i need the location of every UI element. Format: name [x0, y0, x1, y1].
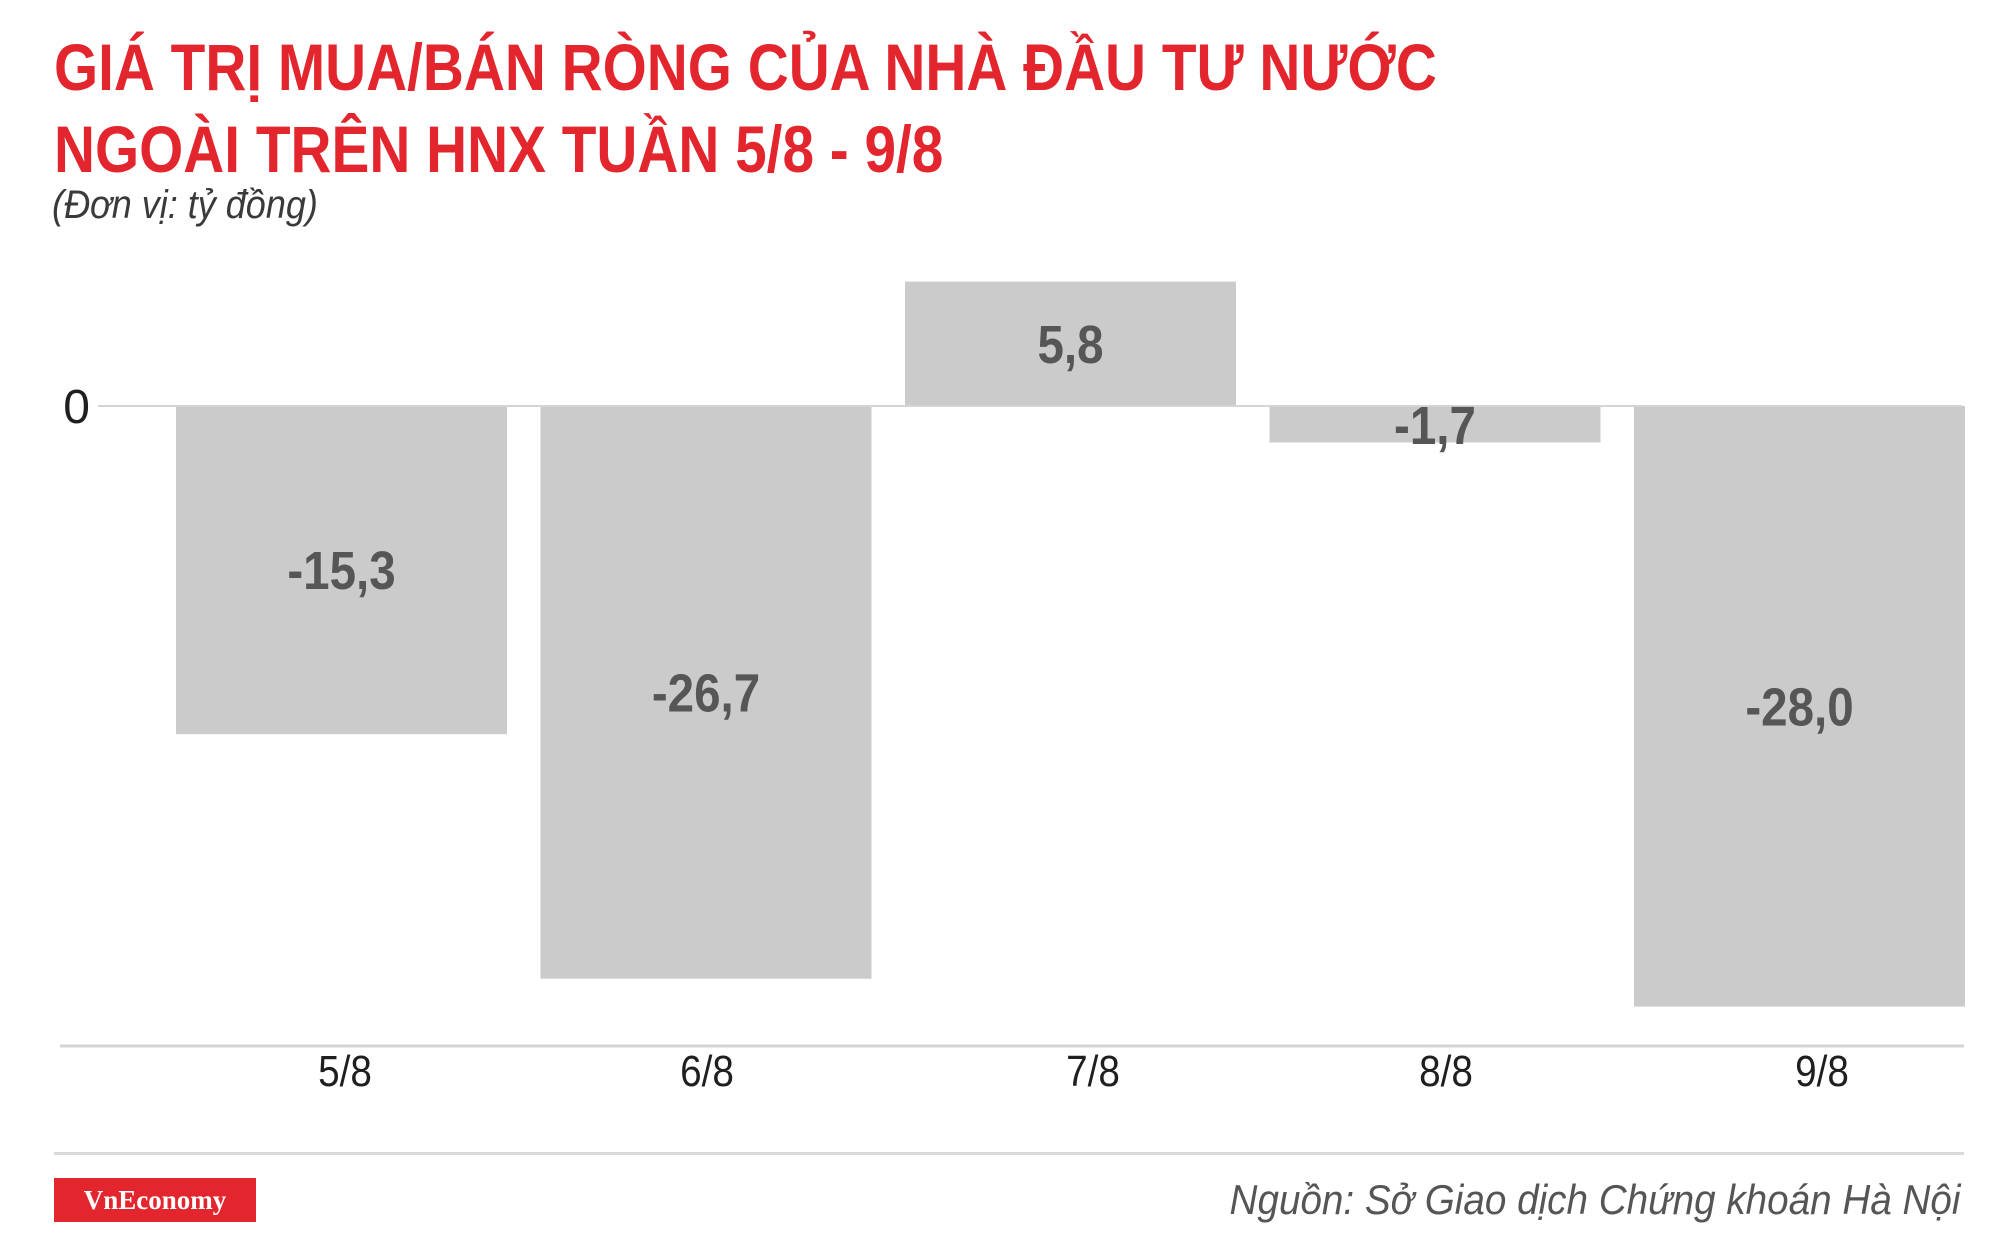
unit-label: (Đơn vị: tỷ đồng): [52, 183, 318, 227]
data-label-8-8: -1,7: [1394, 395, 1476, 456]
x-ticks-layer: 5/8 6/8 7/8 8/8 9/8: [318, 1046, 1849, 1096]
bar-6-8: [540, 406, 872, 979]
x-tick-label: 7/8: [1066, 1046, 1120, 1096]
bar-5-8: [176, 406, 507, 735]
source-note: Nguồn: Sở Giao dịch Chứng khoán Hà Nội: [1229, 1176, 1960, 1223]
data-label-6-8: -26,7: [652, 663, 760, 724]
y-ticks-layer: 0: [63, 381, 90, 434]
bar-7-8: [905, 281, 1236, 406]
page-title: GIÁ TRỊ MUA/BÁN RÒNG CỦA NHÀ ĐẦU TƯ NƯỚC…: [54, 30, 1437, 186]
footer-divider: [54, 1152, 1964, 1155]
data-labels-layer: -15,3 -26,7 5,8 -1,7 -28,0: [287, 314, 1853, 737]
x-tick-label: 8/8: [1419, 1046, 1473, 1096]
x-tick-label: 5/8: [318, 1046, 372, 1096]
data-label-5-8: -15,3: [287, 540, 395, 601]
bar-8-8: [1269, 406, 1601, 443]
bars-layer: [176, 281, 1965, 1007]
x-tick-label: 6/8: [680, 1046, 734, 1096]
y-tick-label: 0: [63, 381, 90, 434]
x-tick-label: 9/8: [1795, 1046, 1849, 1096]
data-label-7-8: 5,8: [1037, 314, 1103, 375]
bar-9-8: [1634, 406, 1965, 1007]
data-label-9-8: -28,0: [1745, 676, 1853, 737]
vneconomy-logo: VnEconomy: [54, 1178, 256, 1222]
